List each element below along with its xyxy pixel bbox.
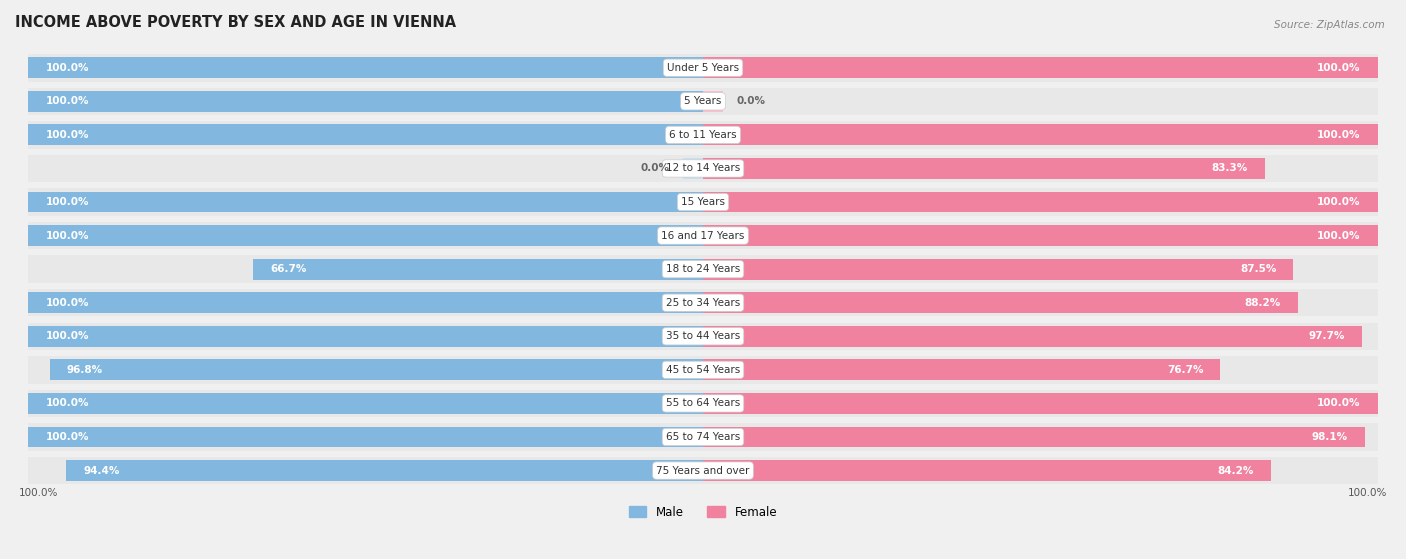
Bar xyxy=(703,91,723,112)
Bar xyxy=(28,423,1378,451)
Text: 76.7%: 76.7% xyxy=(1167,365,1204,375)
Text: 96.8%: 96.8% xyxy=(67,365,103,375)
Text: 100.0%: 100.0% xyxy=(45,331,89,342)
Text: 100.0%: 100.0% xyxy=(18,489,58,499)
Text: 100.0%: 100.0% xyxy=(45,130,89,140)
Bar xyxy=(28,393,703,414)
Bar xyxy=(28,58,703,78)
Text: 88.2%: 88.2% xyxy=(1244,298,1281,307)
Text: 94.4%: 94.4% xyxy=(83,466,120,476)
Bar xyxy=(253,259,703,280)
Bar xyxy=(28,326,703,347)
Text: 75 Years and over: 75 Years and over xyxy=(657,466,749,476)
Bar xyxy=(703,192,1378,212)
Text: 98.1%: 98.1% xyxy=(1312,432,1348,442)
Bar xyxy=(28,457,1378,484)
Text: 12 to 14 Years: 12 to 14 Years xyxy=(666,163,740,173)
Bar xyxy=(703,393,1378,414)
Text: 84.2%: 84.2% xyxy=(1218,466,1254,476)
Text: 0.0%: 0.0% xyxy=(640,163,669,173)
Bar xyxy=(703,225,1378,246)
Bar xyxy=(28,390,1378,417)
Bar xyxy=(703,58,1378,78)
Bar xyxy=(28,121,1378,149)
Bar xyxy=(28,91,703,112)
Bar xyxy=(28,323,1378,350)
Text: 15 Years: 15 Years xyxy=(681,197,725,207)
Text: 66.7%: 66.7% xyxy=(270,264,307,274)
Bar xyxy=(703,427,1365,447)
Bar xyxy=(28,427,703,447)
Text: 100.0%: 100.0% xyxy=(1317,399,1361,409)
Text: 100.0%: 100.0% xyxy=(45,63,89,73)
Bar xyxy=(28,192,703,212)
Text: Under 5 Years: Under 5 Years xyxy=(666,63,740,73)
Text: 55 to 64 Years: 55 to 64 Years xyxy=(666,399,740,409)
Text: 35 to 44 Years: 35 to 44 Years xyxy=(666,331,740,342)
Bar xyxy=(703,259,1294,280)
Text: INCOME ABOVE POVERTY BY SEX AND AGE IN VIENNA: INCOME ABOVE POVERTY BY SEX AND AGE IN V… xyxy=(15,15,456,30)
Text: 100.0%: 100.0% xyxy=(45,399,89,409)
Text: 100.0%: 100.0% xyxy=(1317,63,1361,73)
Text: 100.0%: 100.0% xyxy=(45,230,89,240)
Bar xyxy=(683,158,703,179)
Bar xyxy=(28,222,1378,249)
Bar xyxy=(703,292,1298,313)
Legend: Male, Female: Male, Female xyxy=(624,501,782,523)
Bar xyxy=(28,54,1378,82)
Text: 25 to 34 Years: 25 to 34 Years xyxy=(666,298,740,307)
Bar xyxy=(28,225,703,246)
Text: 5 Years: 5 Years xyxy=(685,96,721,106)
Bar xyxy=(703,359,1220,380)
Text: 100.0%: 100.0% xyxy=(45,432,89,442)
Text: 100.0%: 100.0% xyxy=(1317,197,1361,207)
Bar xyxy=(51,359,703,380)
Bar xyxy=(28,292,703,313)
Text: 87.5%: 87.5% xyxy=(1240,264,1277,274)
Text: 65 to 74 Years: 65 to 74 Years xyxy=(666,432,740,442)
Text: 100.0%: 100.0% xyxy=(45,298,89,307)
Bar xyxy=(703,326,1362,347)
Bar xyxy=(66,460,703,481)
Bar xyxy=(28,289,1378,316)
Text: 100.0%: 100.0% xyxy=(1348,489,1388,499)
Text: 100.0%: 100.0% xyxy=(45,96,89,106)
Text: 97.7%: 97.7% xyxy=(1309,331,1346,342)
Bar xyxy=(28,125,703,145)
Text: 100.0%: 100.0% xyxy=(45,197,89,207)
Bar xyxy=(28,356,1378,383)
Bar xyxy=(28,88,1378,115)
Text: Source: ZipAtlas.com: Source: ZipAtlas.com xyxy=(1274,20,1385,30)
Bar xyxy=(28,255,1378,283)
Bar xyxy=(703,125,1378,145)
Bar xyxy=(703,460,1271,481)
Bar xyxy=(28,155,1378,182)
Text: 100.0%: 100.0% xyxy=(1317,230,1361,240)
Text: 16 and 17 Years: 16 and 17 Years xyxy=(661,230,745,240)
Bar xyxy=(28,188,1378,216)
Text: 0.0%: 0.0% xyxy=(737,96,766,106)
Text: 6 to 11 Years: 6 to 11 Years xyxy=(669,130,737,140)
Text: 83.3%: 83.3% xyxy=(1212,163,1249,173)
Text: 100.0%: 100.0% xyxy=(1317,130,1361,140)
Text: 18 to 24 Years: 18 to 24 Years xyxy=(666,264,740,274)
Bar xyxy=(703,158,1265,179)
Text: 45 to 54 Years: 45 to 54 Years xyxy=(666,365,740,375)
